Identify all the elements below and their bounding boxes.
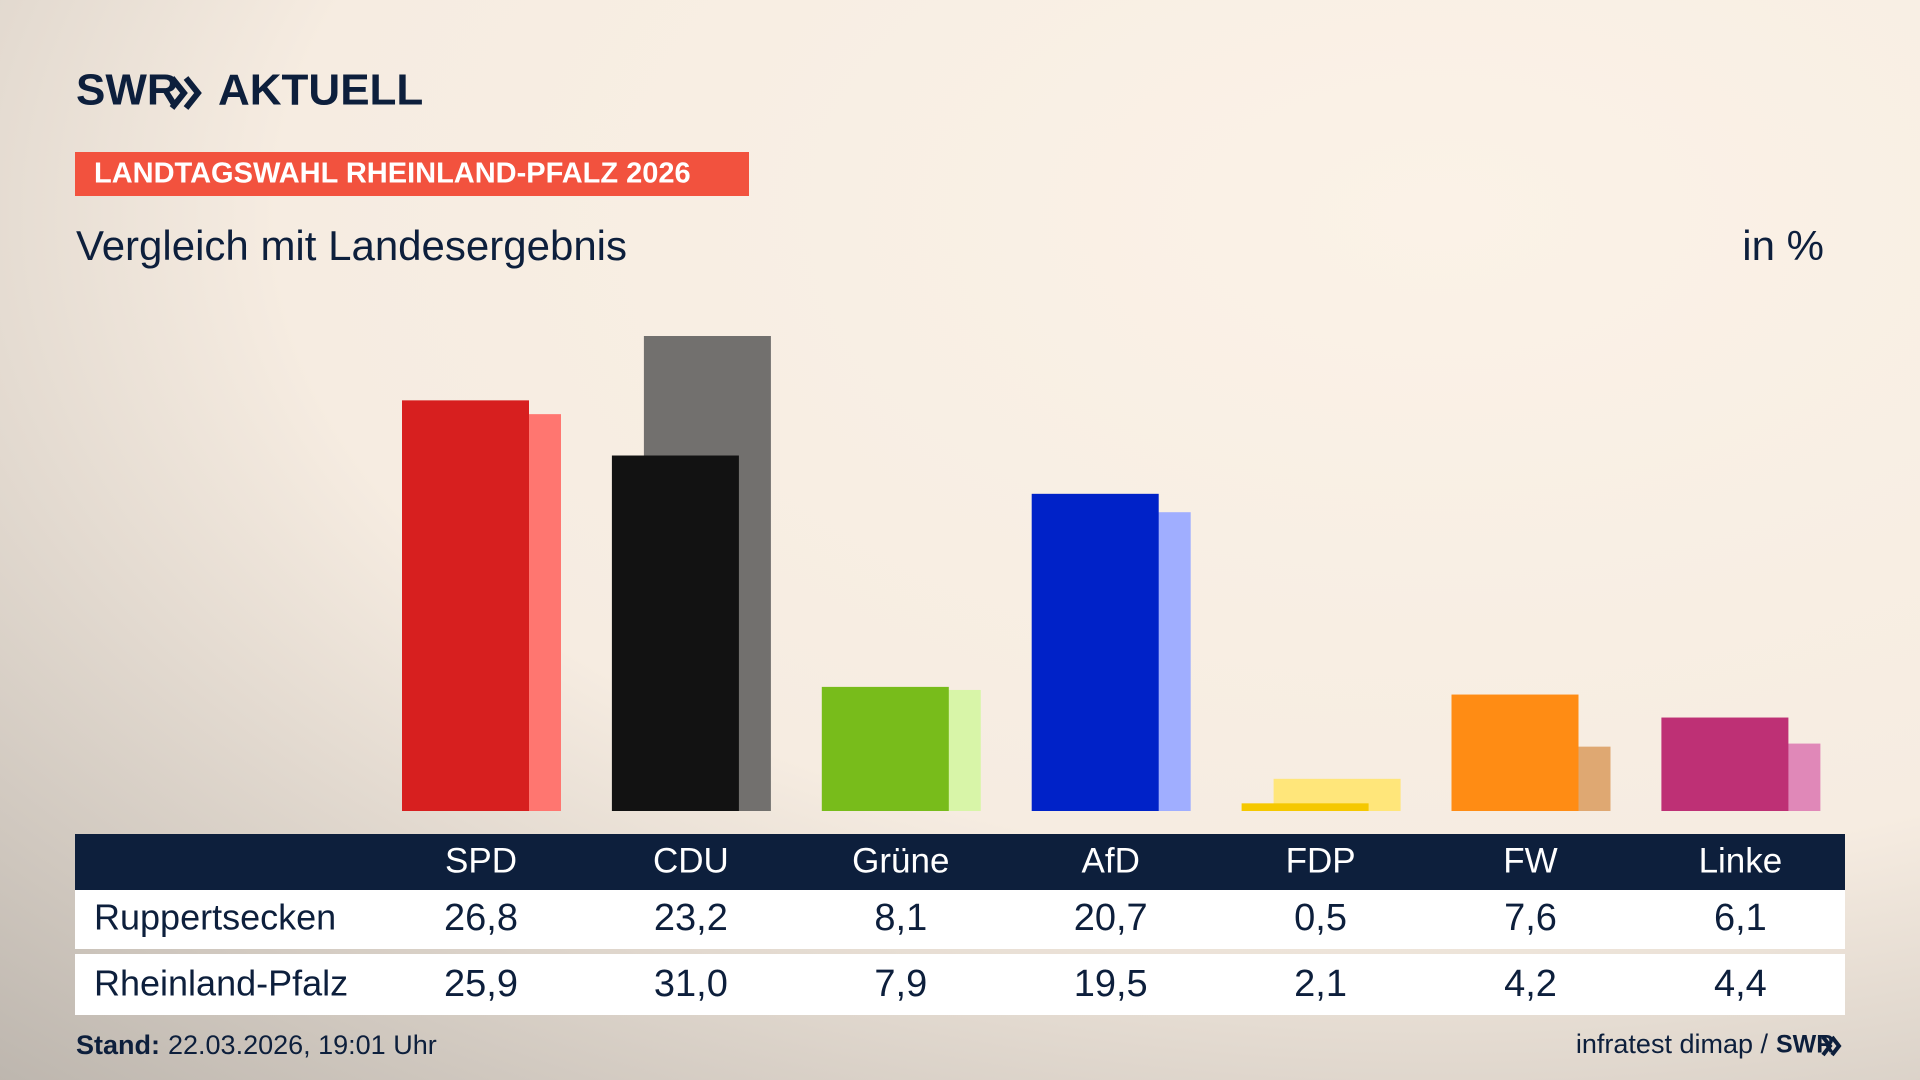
bar [402, 400, 529, 811]
footer-timestamp: 22.03.2026, 19:01 Uhr [168, 1030, 437, 1060]
footer-source: infratest dimap / [1576, 1029, 1769, 1059]
bar [821, 686, 949, 811]
bar [1031, 493, 1159, 811]
bar [1451, 694, 1579, 811]
cell-value: 31,0 [654, 963, 728, 1005]
cell-value: 2,1 [1294, 963, 1347, 1005]
cell-value: 8,1 [874, 897, 927, 939]
tag-background [75, 152, 749, 196]
bars [402, 336, 1821, 811]
cell-value: 19,5 [1074, 963, 1148, 1005]
footer-stand: Stand: 22.03.2026, 19:01 Uhr [76, 1030, 437, 1060]
logo-name: AKTUELL [218, 66, 423, 115]
table-row [75, 890, 1845, 949]
cell-value: 23,2 [654, 897, 728, 939]
logo-brand: SWR [76, 66, 179, 115]
cell-value: 20,7 [1074, 897, 1148, 939]
cell-value: 26,8 [444, 897, 518, 939]
cell-value: 4,2 [1504, 963, 1557, 1005]
cell-value: 25,9 [444, 963, 518, 1005]
column-header: AfD [1082, 841, 1140, 880]
bar [1241, 803, 1369, 811]
cell-value: 7,9 [874, 963, 927, 1005]
unit-label: in % [1742, 222, 1824, 269]
cell-value: 7,6 [1504, 897, 1557, 939]
column-header: FW [1503, 841, 1557, 880]
row-label: Ruppertsecken [94, 897, 336, 938]
column-header: FDP [1286, 841, 1356, 880]
cell-value: 6,1 [1714, 897, 1767, 939]
column-header: Grüne [852, 841, 949, 880]
footer-chevron [1821, 1035, 1842, 1057]
table-row [75, 954, 1845, 1015]
bar [1661, 717, 1789, 811]
bar [611, 455, 739, 811]
column-header: CDU [653, 841, 729, 880]
logo-chevron [169, 76, 202, 110]
cell-value: 4,4 [1714, 963, 1767, 1005]
chart-title: Vergleich mit Landesergebnis [76, 222, 627, 269]
table-header [75, 834, 1845, 890]
column-header: Linke [1699, 841, 1783, 880]
table: SPD CDU Grüne AfD FDP FW Linke Ruppertsecken 26,… [94, 841, 1782, 1005]
logo: SWR AKTUELL [76, 66, 423, 115]
cell-value: 0,5 [1294, 897, 1347, 939]
footer-label: Stand: [76, 1030, 160, 1060]
row-label: Rheinland-Pfalz [94, 963, 348, 1004]
tag: LANDTAGSWAHL RHEINLAND-PFALZ 2026 [94, 158, 691, 190]
column-header: SPD [445, 841, 517, 880]
